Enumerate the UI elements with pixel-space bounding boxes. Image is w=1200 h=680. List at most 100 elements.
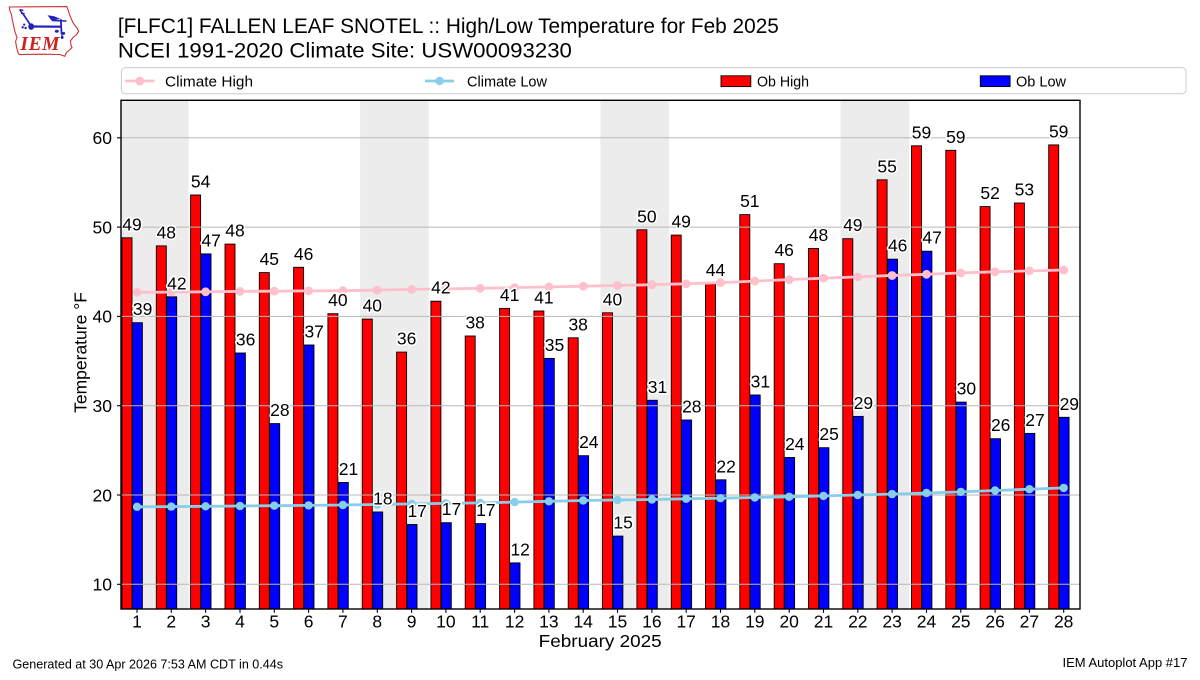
svg-text:59: 59 bbox=[912, 122, 931, 142]
svg-text:17: 17 bbox=[476, 500, 495, 520]
svg-text:48: 48 bbox=[157, 222, 176, 242]
svg-text:Climate Low: Climate Low bbox=[467, 73, 547, 90]
svg-text:53: 53 bbox=[1015, 180, 1034, 200]
svg-text:45: 45 bbox=[260, 249, 279, 269]
svg-text:41: 41 bbox=[534, 288, 553, 308]
svg-text:49: 49 bbox=[122, 214, 141, 234]
svg-text:40: 40 bbox=[603, 289, 623, 309]
svg-text:38: 38 bbox=[465, 313, 484, 333]
svg-text:22: 22 bbox=[848, 612, 867, 632]
svg-text:[FLFC1] FALLEN LEAF SNOTEL ::: [FLFC1] FALLEN LEAF SNOTEL :: High/Low T… bbox=[118, 14, 779, 38]
svg-text:Temperature °F: Temperature °F bbox=[71, 292, 91, 413]
svg-text:25: 25 bbox=[819, 424, 838, 444]
svg-text:52: 52 bbox=[980, 183, 999, 203]
svg-text:IEM Autoplot App #17: IEM Autoplot App #17 bbox=[1062, 655, 1187, 670]
svg-text:4: 4 bbox=[235, 612, 245, 632]
svg-text:40: 40 bbox=[363, 296, 383, 316]
svg-text:12: 12 bbox=[510, 539, 529, 559]
svg-text:30: 30 bbox=[957, 379, 977, 399]
svg-text:55: 55 bbox=[877, 156, 896, 176]
svg-text:27: 27 bbox=[1020, 612, 1039, 632]
svg-text:41: 41 bbox=[500, 285, 519, 305]
svg-text:21: 21 bbox=[339, 459, 358, 479]
svg-text:42: 42 bbox=[431, 278, 450, 298]
svg-text:Climate High: Climate High bbox=[165, 73, 253, 90]
svg-text:30: 30 bbox=[93, 396, 113, 416]
svg-text:60: 60 bbox=[93, 128, 113, 148]
svg-text:31: 31 bbox=[648, 377, 667, 397]
svg-text:35: 35 bbox=[545, 335, 564, 355]
svg-text:46: 46 bbox=[294, 244, 313, 264]
svg-text:54: 54 bbox=[191, 172, 211, 192]
svg-text:26: 26 bbox=[991, 415, 1010, 435]
svg-text:Ob High: Ob High bbox=[757, 73, 809, 90]
svg-text:14: 14 bbox=[573, 612, 593, 632]
svg-text:22: 22 bbox=[716, 456, 735, 476]
svg-text:25: 25 bbox=[951, 612, 970, 632]
svg-text:21: 21 bbox=[814, 612, 833, 632]
svg-text:24: 24 bbox=[579, 432, 599, 452]
svg-text:47: 47 bbox=[201, 230, 220, 250]
svg-text:39: 39 bbox=[133, 299, 152, 319]
svg-text:12: 12 bbox=[505, 612, 524, 632]
svg-text:23: 23 bbox=[882, 612, 901, 632]
svg-text:29: 29 bbox=[854, 393, 873, 413]
svg-text:44: 44 bbox=[706, 260, 726, 280]
svg-text:17: 17 bbox=[676, 612, 695, 632]
svg-text:36: 36 bbox=[397, 329, 416, 349]
svg-text:20: 20 bbox=[93, 485, 113, 505]
svg-text:February 2025: February 2025 bbox=[539, 631, 662, 651]
svg-text:24: 24 bbox=[785, 434, 805, 454]
svg-text:17: 17 bbox=[407, 501, 426, 521]
svg-text:Generated at 30 Apr 2026 7:53: Generated at 30 Apr 2026 7:53 AM CDT in … bbox=[13, 657, 284, 672]
svg-text:28: 28 bbox=[682, 397, 701, 417]
svg-text:28: 28 bbox=[270, 400, 289, 420]
svg-text:28: 28 bbox=[1054, 612, 1073, 632]
svg-text:13: 13 bbox=[539, 612, 558, 632]
svg-text:48: 48 bbox=[225, 221, 244, 241]
svg-text:18: 18 bbox=[711, 612, 730, 632]
svg-text:Ob Low: Ob Low bbox=[1016, 73, 1066, 90]
svg-text:1: 1 bbox=[132, 612, 142, 632]
svg-text:NCEI 1991-2020 Climate Site: U: NCEI 1991-2020 Climate Site: USW00093230 bbox=[118, 39, 572, 63]
svg-text:46: 46 bbox=[774, 240, 793, 260]
svg-text:59: 59 bbox=[946, 127, 965, 147]
svg-text:11: 11 bbox=[471, 612, 489, 632]
svg-text:47: 47 bbox=[922, 228, 941, 248]
svg-text:7: 7 bbox=[338, 612, 348, 632]
svg-text:2: 2 bbox=[166, 612, 176, 632]
svg-text:16: 16 bbox=[642, 612, 661, 632]
svg-text:26: 26 bbox=[985, 612, 1004, 632]
svg-text:8: 8 bbox=[372, 612, 382, 632]
svg-text:29: 29 bbox=[1060, 394, 1079, 414]
svg-text:9: 9 bbox=[407, 612, 417, 632]
svg-text:40: 40 bbox=[93, 307, 113, 327]
svg-text:17: 17 bbox=[442, 499, 461, 519]
svg-text:15: 15 bbox=[608, 612, 627, 632]
svg-text:38: 38 bbox=[568, 314, 587, 334]
svg-text:46: 46 bbox=[888, 236, 907, 256]
svg-text:37: 37 bbox=[304, 322, 323, 342]
svg-text:59: 59 bbox=[1049, 121, 1068, 141]
svg-text:18: 18 bbox=[373, 489, 392, 509]
svg-text:10: 10 bbox=[93, 575, 113, 595]
svg-text:27: 27 bbox=[1025, 410, 1044, 430]
svg-text:IEM: IEM bbox=[19, 34, 60, 55]
svg-text:40: 40 bbox=[328, 290, 348, 310]
svg-text:20: 20 bbox=[779, 612, 799, 632]
svg-text:10: 10 bbox=[436, 612, 456, 632]
svg-text:5: 5 bbox=[269, 612, 279, 632]
svg-text:42: 42 bbox=[167, 273, 186, 293]
svg-text:6: 6 bbox=[304, 612, 314, 632]
svg-text:49: 49 bbox=[843, 215, 862, 235]
svg-text:36: 36 bbox=[236, 330, 255, 350]
svg-text:3: 3 bbox=[201, 612, 211, 632]
svg-text:50: 50 bbox=[637, 206, 657, 226]
svg-text:24: 24 bbox=[917, 612, 937, 632]
svg-text:15: 15 bbox=[613, 513, 632, 533]
svg-text:19: 19 bbox=[745, 612, 764, 632]
svg-text:31: 31 bbox=[751, 372, 770, 392]
svg-text:51: 51 bbox=[740, 191, 759, 211]
svg-text:49: 49 bbox=[671, 212, 690, 232]
svg-text:48: 48 bbox=[809, 225, 828, 245]
